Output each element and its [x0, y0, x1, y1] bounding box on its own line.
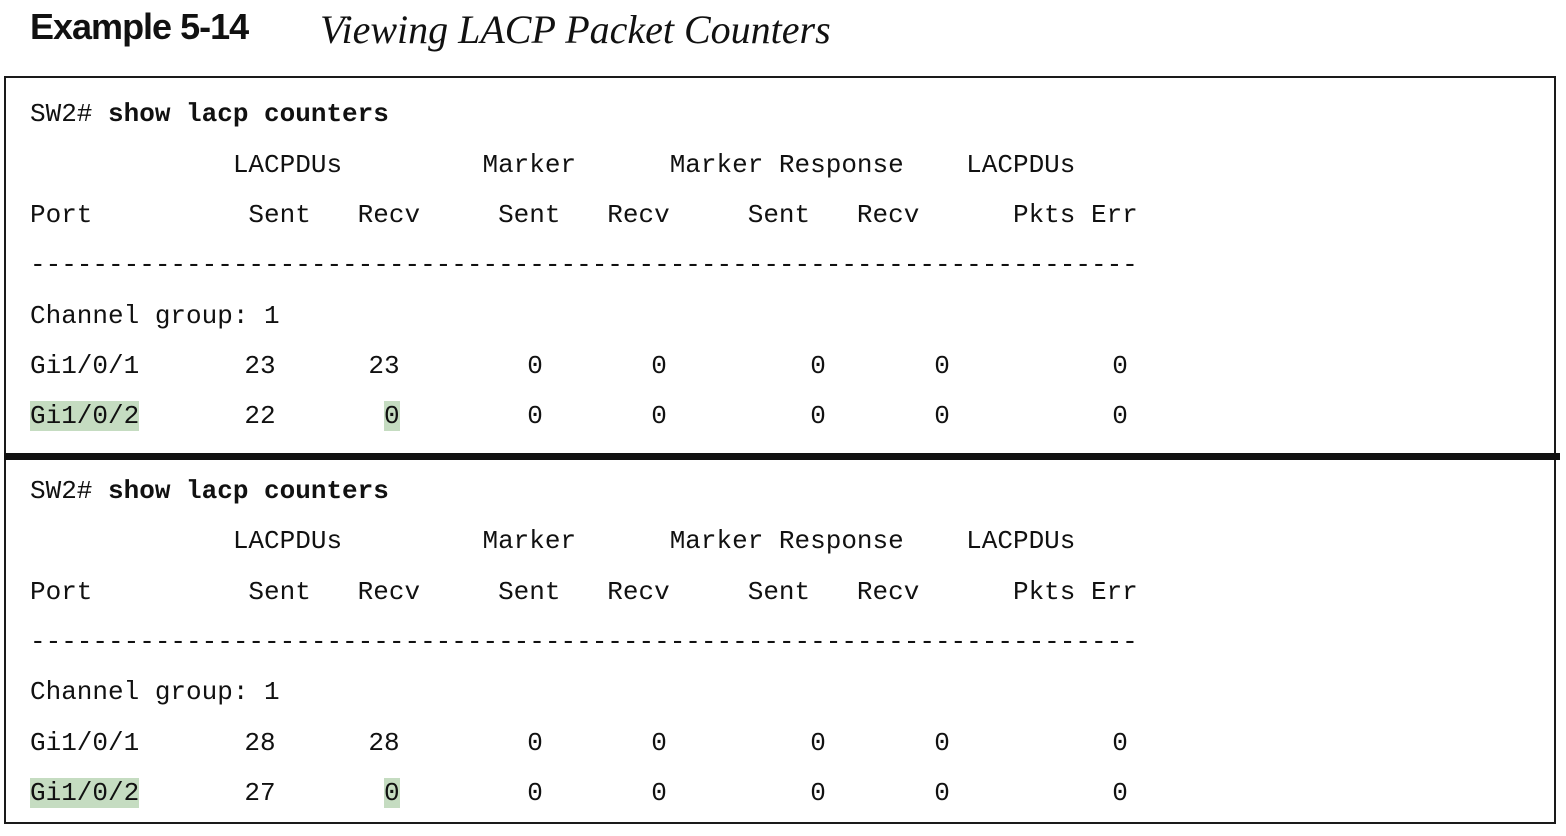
marker-sent-cell: 0	[527, 401, 543, 431]
example-number: Example 5-14	[30, 6, 249, 47]
command: show lacp counters	[108, 99, 389, 129]
section-divider	[4, 453, 1560, 460]
marker-sent-cell: 0	[527, 778, 543, 808]
example-box	[4, 76, 1556, 824]
lacpdu-recv-cell: 28	[368, 728, 400, 758]
marker-sent-cell: 0	[527, 728, 543, 758]
response-sent-cell: 0	[810, 778, 826, 808]
marker-sent-cell: 0	[527, 351, 543, 381]
response-recv-cell: 0	[934, 351, 950, 381]
port-cell: Gi1/0/1	[30, 728, 140, 758]
lacpdu-recv-highlight: 0	[384, 401, 400, 431]
marker-recv-cell: 0	[651, 778, 667, 808]
prompt: SW2#	[30, 476, 109, 506]
command-line: SW2# show lacp counters	[30, 477, 389, 505]
lacpdu-recv-highlight: 0	[384, 778, 400, 808]
response-recv-cell: 0	[934, 401, 950, 431]
lacpdu-recv-cell: 0	[366, 401, 400, 431]
lacpdu-sent-cell: 27	[244, 778, 276, 808]
table-row: Gi1/0/2 27 0 0 0 0 0 0	[0, 778, 1300, 808]
header-row-1: LACPDUs Marker Marker Response LACPDUs	[30, 150, 1076, 180]
header-row-2: Port Sent Recv Sent Recv Sent Recv Pkts …	[30, 577, 1138, 607]
lacpdu-sent-cell: 22	[244, 401, 276, 431]
lacpdu-sent-cell: 28	[244, 728, 276, 758]
lacpdu-sent-cell: 23	[244, 351, 276, 381]
marker-recv-cell: 0	[651, 351, 667, 381]
lacpdu-recv-cell: 0	[366, 778, 400, 808]
marker-recv-cell: 0	[651, 401, 667, 431]
command-line: SW2# show lacp counters	[30, 100, 389, 128]
marker-recv-cell: 0	[651, 728, 667, 758]
response-recv-cell: 0	[934, 778, 950, 808]
separator-rule: ----------------------------------------…	[30, 627, 1138, 657]
lacpdu-recv-cell: 23	[368, 351, 400, 381]
port-cell: Gi1/0/2	[30, 401, 140, 431]
channel-group-label: Channel group: 1	[30, 677, 280, 707]
pkts-err-cell: 0	[1112, 351, 1128, 381]
port-cell: Gi1/0/2	[30, 778, 140, 808]
pkts-err-cell: 0	[1112, 778, 1128, 808]
table-row: Gi1/0/2 22 0 0 0 0 0 0	[0, 401, 1300, 431]
pkts-err-cell: 0	[1112, 728, 1128, 758]
port-cell: Gi1/0/1	[30, 351, 140, 381]
command: show lacp counters	[108, 476, 389, 506]
separator-rule: ----------------------------------------…	[30, 250, 1138, 280]
response-sent-cell: 0	[810, 401, 826, 431]
response-sent-cell: 0	[810, 351, 826, 381]
example-title: Viewing LACP Packet Counters	[320, 7, 831, 52]
response-recv-cell: 0	[934, 728, 950, 758]
pkts-err-cell: 0	[1112, 401, 1128, 431]
table-row: Gi1/0/1 23 23 0 0 0 0 0	[0, 351, 1300, 381]
header-row-1: LACPDUs Marker Marker Response LACPDUs	[30, 526, 1076, 556]
channel-group-label: Channel group: 1	[30, 301, 280, 331]
prompt: SW2#	[30, 99, 109, 129]
table-row: Gi1/0/1 28 28 0 0 0 0 0	[0, 728, 1300, 758]
response-sent-cell: 0	[810, 728, 826, 758]
header-row-2: Port Sent Recv Sent Recv Sent Recv Pkts …	[30, 200, 1138, 230]
